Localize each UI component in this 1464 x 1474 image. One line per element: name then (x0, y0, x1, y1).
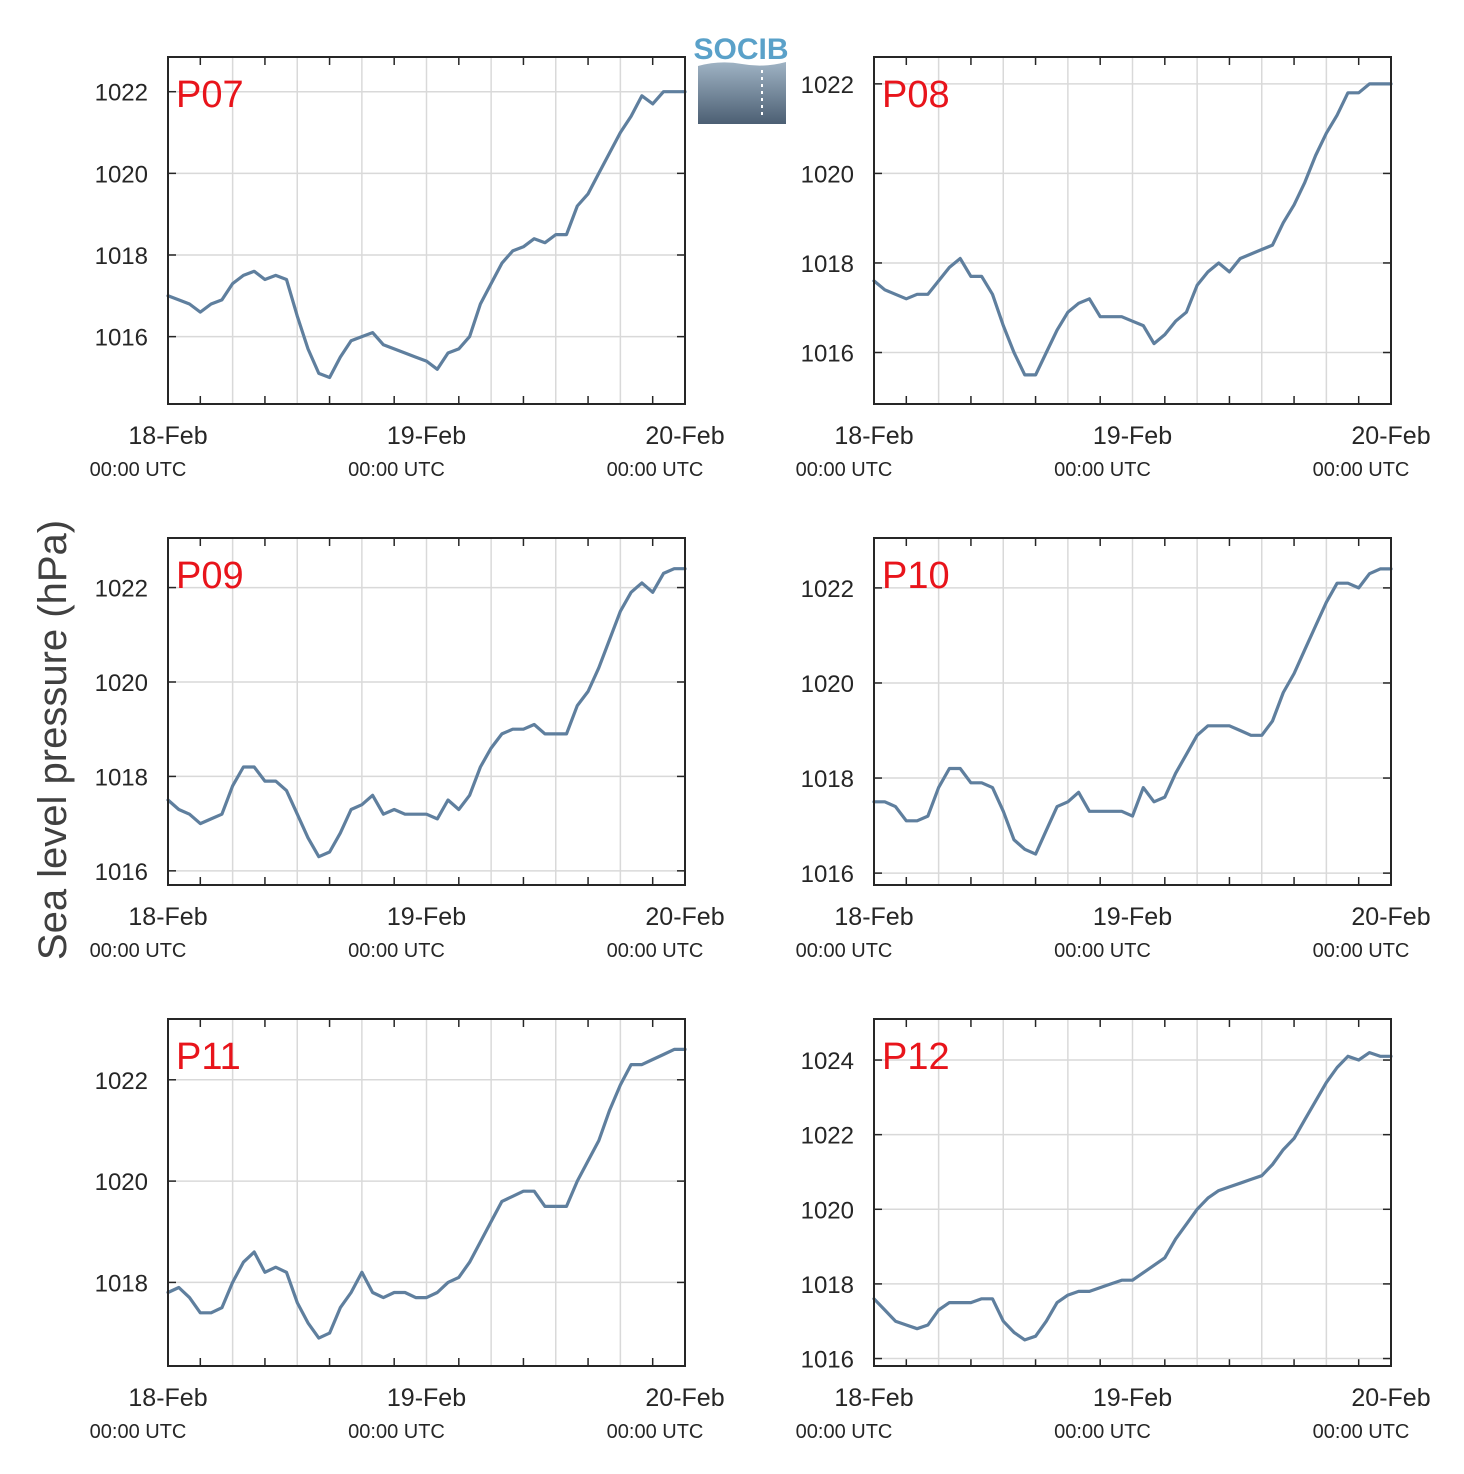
x-tick-time-label: 00:00 UTC (348, 459, 445, 481)
y-tick-label: 1018 (95, 764, 148, 791)
x-tick-time-label: 00:00 UTC (796, 1421, 893, 1443)
pressure-series-line (872, 1050, 1393, 1342)
panel-p10: 1016 1018 1020 1022 18-Feb 00:00 UTC 19-Feb 00:… (796, 537, 1431, 962)
y-tick-label: 1020 (801, 671, 854, 698)
axes-frame (167, 537, 686, 886)
y-tick-label: 1018 (801, 1272, 854, 1299)
x-tick-time-label: 00:00 UTC (348, 940, 445, 962)
panel-label: P08 (882, 74, 950, 116)
panel-p12: 1016 1018 1020 1022 1024 18-Feb 00:00 UTC 19-Fe… (796, 1018, 1431, 1443)
y-tick-label: 1024 (801, 1048, 854, 1075)
axes-frame (873, 537, 1392, 886)
y-tick-label: 1018 (95, 1270, 148, 1297)
axes-frame (167, 56, 686, 405)
y-tick-label: 1016 (801, 341, 854, 368)
y-tick-label: 1016 (95, 325, 148, 352)
x-tick-date-label: 19-Feb (1093, 422, 1172, 450)
x-tick-date-label: 19-Feb (1093, 1384, 1172, 1412)
socib-logo-wave-icon (698, 62, 786, 124)
x-tick-date-label: 20-Feb (1351, 903, 1430, 931)
x-tick-date-label: 18-Feb (834, 422, 913, 450)
y-tick-label: 1022 (801, 576, 854, 603)
panel-p11: 1018 1020 1022 18-Feb 00:00 UTC 19-Feb 00:00 U… (90, 1018, 725, 1443)
x-tick-time-label: 00:00 UTC (1313, 1421, 1410, 1443)
panel-p09: 1016 1018 1020 1022 18-Feb 00:00 UTC 19-Feb 00:… (90, 537, 725, 962)
panel-label: P10 (882, 555, 950, 597)
y-tick-label: 1018 (95, 243, 148, 270)
x-tick-time-label: 00:00 UTC (90, 459, 187, 481)
y-tick-label: 1016 (95, 859, 148, 886)
panel-label: P07 (176, 74, 244, 116)
y-tick-label: 1020 (801, 161, 854, 188)
x-tick-time-label: 00:00 UTC (1054, 1421, 1151, 1443)
y-tick-label: 1016 (801, 1347, 854, 1374)
x-tick-time-label: 00:00 UTC (796, 459, 893, 481)
y-tick-label: 1020 (95, 670, 148, 697)
x-tick-date-label: 19-Feb (387, 422, 466, 450)
x-tick-date-label: 18-Feb (128, 422, 207, 450)
x-tick-date-label: 18-Feb (834, 903, 913, 931)
panel-p08: 1016 1018 1020 1022 18-Feb 00:00 UTC 19-Feb 00:… (796, 56, 1431, 481)
x-tick-date-label: 20-Feb (645, 903, 724, 931)
socib-logo-text: SOCIB (693, 33, 788, 66)
x-tick-time-label: 00:00 UTC (1054, 940, 1151, 962)
x-tick-date-label: 18-Feb (128, 903, 207, 931)
axes-frame (873, 1018, 1392, 1367)
x-tick-date-label: 19-Feb (1093, 903, 1172, 931)
y-tick-label: 1022 (801, 72, 854, 99)
x-tick-date-label: 20-Feb (1351, 422, 1430, 450)
x-tick-date-label: 19-Feb (387, 903, 466, 931)
x-tick-time-label: 00:00 UTC (1054, 459, 1151, 481)
pressure-series-line (872, 567, 1393, 856)
axes-frame (873, 56, 1392, 405)
panel-label: P11 (176, 1036, 241, 1078)
x-tick-date-label: 20-Feb (645, 1384, 724, 1412)
y-tick-label: 1018 (801, 251, 854, 278)
x-tick-time-label: 00:00 UTC (607, 1421, 704, 1443)
x-tick-time-label: 00:00 UTC (348, 1421, 445, 1443)
y-tick-label: 1018 (801, 766, 854, 793)
x-tick-date-label: 20-Feb (645, 422, 724, 450)
y-tick-label: 1020 (95, 161, 148, 188)
panel-p07: 1016 1018 1020 1022 18-Feb 00:00 UTC 19-Feb 00:… (90, 56, 725, 481)
x-tick-time-label: 00:00 UTC (607, 940, 704, 962)
x-tick-date-label: 20-Feb (1351, 1384, 1430, 1412)
pressure-series-line (166, 90, 687, 380)
y-tick-label: 1022 (95, 1068, 148, 1095)
x-tick-date-label: 18-Feb (834, 1384, 913, 1412)
x-tick-time-label: 00:00 UTC (90, 1421, 187, 1443)
pressure-series-line (166, 1047, 687, 1340)
y-tick-label: 1022 (95, 576, 148, 603)
x-tick-date-label: 19-Feb (387, 1384, 466, 1412)
y-tick-label: 1022 (95, 80, 148, 107)
x-tick-date-label: 18-Feb (128, 1384, 207, 1412)
axes-frame (167, 1018, 686, 1367)
x-tick-time-label: 00:00 UTC (796, 940, 893, 962)
panel-label: P09 (176, 555, 244, 597)
x-tick-time-label: 00:00 UTC (90, 940, 187, 962)
y-tick-label: 1022 (801, 1123, 854, 1150)
y-axis-label: Sea level pressure (hPa) (31, 520, 75, 960)
y-tick-label: 1020 (801, 1197, 854, 1224)
y-tick-label: 1016 (801, 861, 854, 888)
pressure-series-line (872, 82, 1393, 377)
x-tick-time-label: 00:00 UTC (1313, 459, 1410, 481)
panel-label: P12 (882, 1036, 950, 1078)
y-tick-label: 1020 (95, 1169, 148, 1196)
x-tick-time-label: 00:00 UTC (1313, 940, 1410, 962)
x-tick-time-label: 00:00 UTC (607, 459, 704, 481)
socib-logo: SOCIB (693, 33, 789, 124)
pressure-series-line (166, 567, 687, 859)
